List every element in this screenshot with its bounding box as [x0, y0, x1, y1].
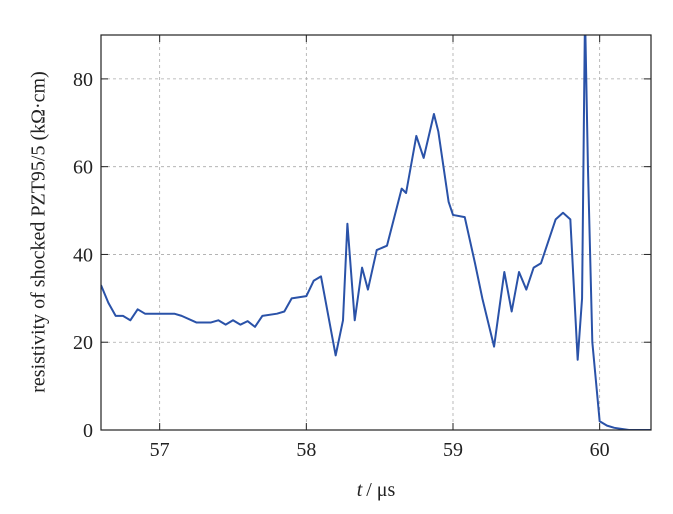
- x-tick-label: 58: [296, 439, 316, 461]
- y-tick-label: 0: [83, 420, 93, 442]
- plot-frame: [100, 34, 652, 431]
- y-axis-label: resistivity of shocked PZT95/5 (kΩ·cm): [28, 71, 50, 392]
- x-axis-variable: t: [357, 479, 363, 501]
- x-tick-label: 59: [443, 439, 463, 461]
- y-tick-label: 60: [73, 157, 93, 179]
- y-tick-label: 80: [73, 69, 93, 91]
- x-tick-label: 57: [150, 439, 170, 461]
- data-line: [101, 35, 651, 430]
- x-tick-label: 60: [590, 439, 610, 461]
- y-tick-label: 40: [73, 244, 93, 266]
- x-axis-label: t / μs: [357, 479, 396, 501]
- y-tick-label: 20: [73, 332, 93, 354]
- x-axis-unit: / μs: [366, 479, 395, 501]
